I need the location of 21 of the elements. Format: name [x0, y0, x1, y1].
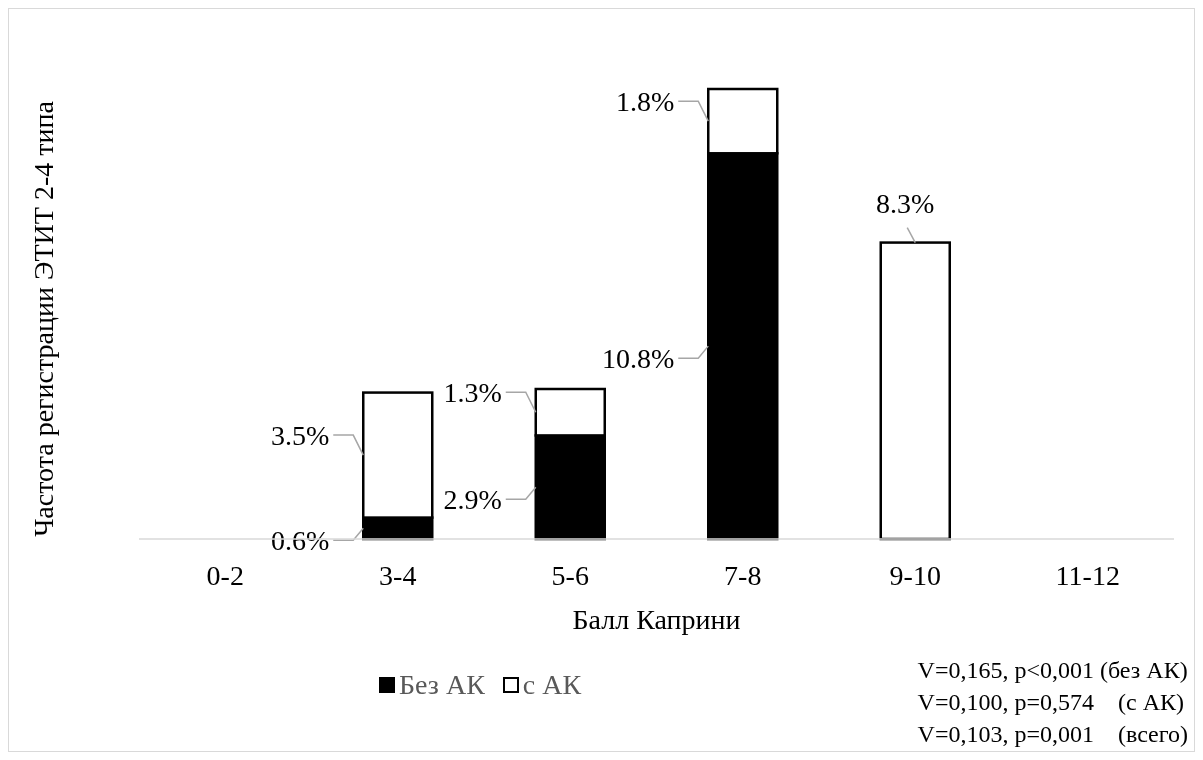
text: V=0,165, p<0,001 (без АК)	[917, 656, 1188, 685]
text: V=0,100, p=0,574 (с АК)	[917, 688, 1185, 717]
data-label: 10.8%	[601, 342, 675, 374]
x-tick-label: 7-8	[724, 559, 762, 591]
data-label: 1.8%	[615, 85, 675, 117]
x-tick-label: 5-6	[551, 559, 589, 591]
x-tick-label: 9-10	[889, 559, 941, 591]
bar	[879, 241, 951, 541]
legend-label: с АК	[521, 669, 582, 701]
data-label: 1.3%	[443, 376, 502, 408]
data-label: 3.5%	[270, 419, 330, 451]
x-axis-title: Балл Каприни	[572, 604, 741, 635]
data-label: 2.9%	[443, 483, 502, 515]
x-tick-label: 3-4	[379, 559, 417, 591]
data-label: 0.6%	[270, 524, 330, 556]
legend-label: Без АК	[398, 669, 485, 701]
y-axis-title: Частота регистрации ЭТИТ 2-4 типа	[28, 101, 60, 537]
x-tick-label: 11-12	[1055, 559, 1120, 591]
data-label: 8.3%	[876, 187, 935, 219]
text: V=0,103, p=0,001 (всего)	[917, 720, 1188, 749]
x-tick-label: 0-2	[206, 559, 244, 591]
